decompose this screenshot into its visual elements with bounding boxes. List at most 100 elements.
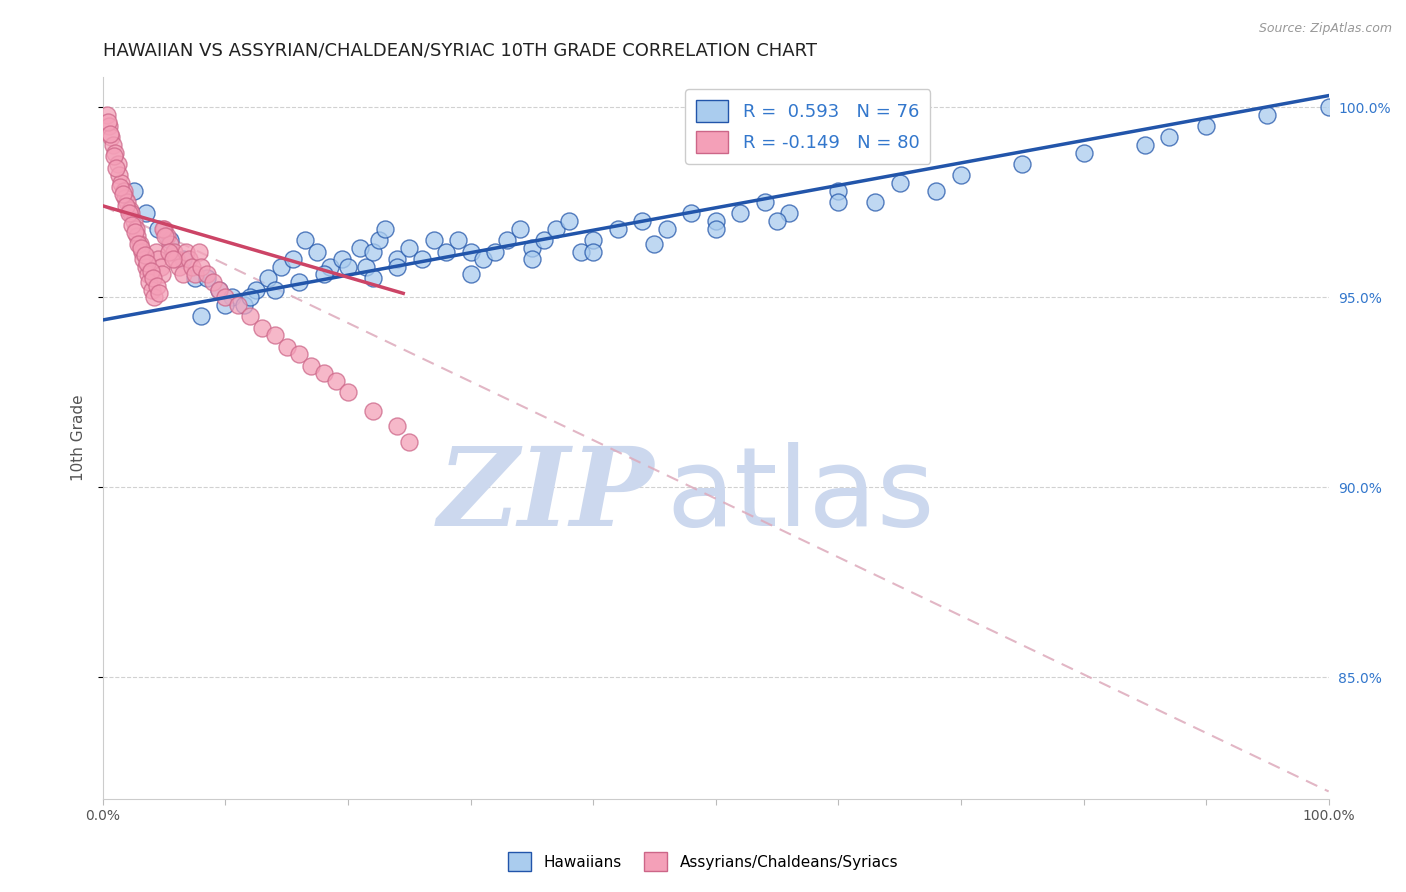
Point [122,214,145,228]
Point [276,340,298,354]
Point [447,233,470,247]
Point [208,283,231,297]
Point [157,244,180,259]
Point [138,275,160,289]
Point [766,214,789,228]
Point [606,221,628,235]
Point [145,244,167,259]
Point [115,199,138,213]
Point [288,347,311,361]
Point [889,176,911,190]
Point [105,161,128,175]
Point [307,244,329,259]
Point [704,214,727,228]
Point [1317,100,1340,114]
Point [134,248,156,262]
Point [863,195,886,210]
Point [681,206,703,220]
Point [643,236,665,251]
Point [152,221,174,235]
Point [117,206,139,220]
Point [108,169,131,183]
Point [460,268,482,282]
Point [294,233,316,247]
Point [190,309,212,323]
Point [121,218,143,232]
Point [312,268,335,282]
Point [299,359,322,373]
Point [108,179,131,194]
Text: atlas: atlas [666,442,935,549]
Point [533,233,555,247]
Point [385,260,408,274]
Point [101,138,124,153]
Text: ZIP: ZIP [437,442,654,549]
Point [221,290,243,304]
Point [172,268,194,282]
Point [509,221,531,235]
Point [214,298,236,312]
Point [124,226,146,240]
Point [520,252,543,266]
Point [187,244,209,259]
Point [146,221,169,235]
Point [148,286,170,301]
Point [582,244,605,259]
Point [925,184,948,198]
Point [325,374,347,388]
Point [471,252,494,266]
Point [423,233,446,247]
Point [1073,145,1095,160]
Point [312,366,335,380]
Point [349,241,371,255]
Text: HAWAIIAN VS ASSYRIAN/CHALDEAN/SYRIAC 10TH GRADE CORRELATION CHART: HAWAIIAN VS ASSYRIAN/CHALDEAN/SYRIAC 10T… [103,42,817,60]
Point [112,184,135,198]
Point [111,187,134,202]
Point [172,252,194,266]
Point [118,202,141,217]
Text: Source: ZipAtlas.com: Source: ZipAtlas.com [1258,22,1392,36]
Point [252,320,274,334]
Point [156,229,179,244]
Point [385,419,408,434]
Y-axis label: 10th Grade: 10th Grade [72,394,86,481]
Point [167,260,190,274]
Point [96,107,118,121]
Point [827,195,849,210]
Point [141,283,163,297]
Point [195,268,218,282]
Point [120,206,142,220]
Point [129,241,152,255]
Point [356,260,378,274]
Point [330,252,353,266]
Point [162,252,184,266]
Point [239,309,262,323]
Point [190,260,212,274]
Point [159,233,181,247]
Point [177,252,200,266]
Point [163,244,186,259]
Point [337,260,360,274]
Point [1256,107,1278,121]
Point [139,263,162,277]
Point [270,260,292,274]
Point [136,256,159,270]
Point [239,290,262,304]
Point [146,252,169,266]
Point [385,252,408,266]
Point [337,385,360,400]
Point [136,268,159,282]
Point [184,271,207,285]
Point [730,206,752,220]
Point [778,206,800,220]
Point [263,328,285,343]
Point [135,206,157,220]
Point [127,229,149,244]
Point [374,221,396,235]
Legend: Hawaiians, Assyrians/Chaldeans/Syriacs: Hawaiians, Assyrians/Chaldeans/Syriacs [502,847,904,877]
Point [117,195,139,210]
Point [754,195,776,210]
Point [288,275,311,289]
Point [195,271,218,285]
Legend: R =  0.593   N = 76, R = -0.149   N = 80: R = 0.593 N = 76, R = -0.149 N = 80 [685,89,931,164]
